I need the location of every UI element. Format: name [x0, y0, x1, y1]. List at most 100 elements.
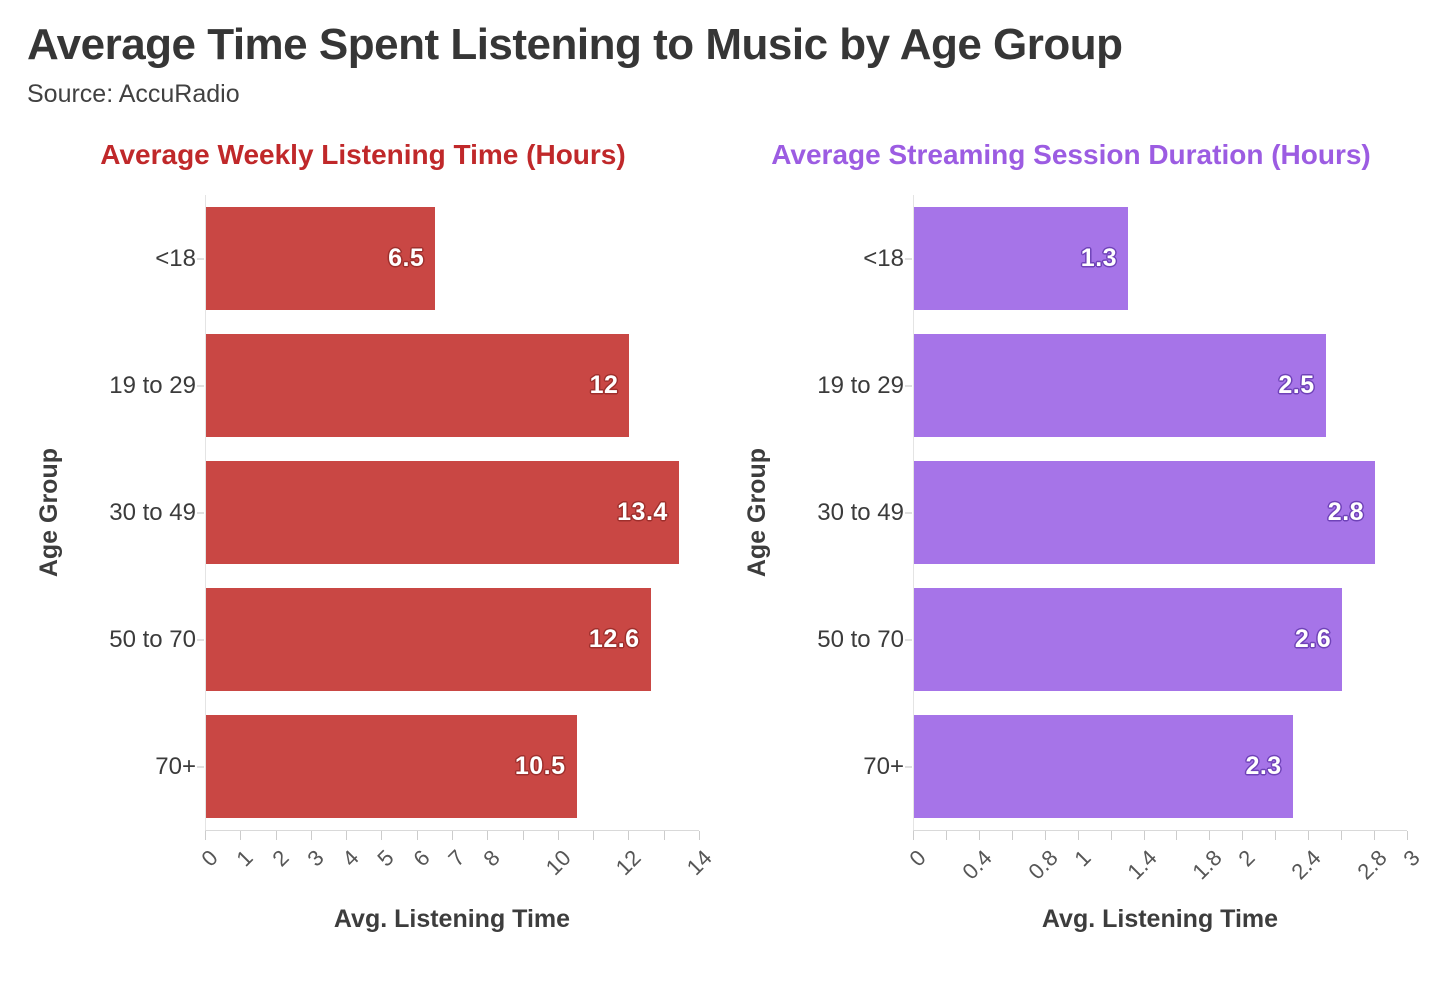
bar: 2.8 — [914, 461, 1376, 564]
x-tick-mark — [628, 831, 630, 840]
x-tick-mark — [275, 831, 277, 840]
category-label: 50 to 70 — [109, 625, 196, 653]
y-axis-label: Age Group — [34, 447, 63, 578]
bar-row: 50 to 70 12.6 — [71, 576, 699, 703]
bar-track: 12.6 — [197, 576, 699, 703]
x-tick-mark — [1209, 831, 1211, 840]
bar-track: 10.5 — [197, 703, 699, 830]
bar-track: 1.3 — [905, 195, 1407, 322]
bar-track: 13.4 — [197, 449, 699, 576]
bar: 2.3 — [914, 715, 1293, 818]
x-tick-mark — [416, 831, 418, 840]
x-tick-mark — [593, 831, 595, 840]
x-tick-mark — [1374, 831, 1376, 840]
category-label: 30 to 49 — [817, 498, 904, 526]
category-label: 70+ — [863, 752, 904, 780]
x-tick-mark — [913, 831, 914, 840]
x-axis: 0 1 2 3 4 5 6 7 8 10 12 14 — [196, 830, 717, 893]
bar-value-label: 2.3 — [1245, 752, 1282, 780]
x-tick-mark — [1275, 831, 1277, 840]
bar: 2.5 — [914, 334, 1326, 437]
page: Average Time Spent Listening to Music by… — [27, 20, 1425, 934]
bar: 2.6 — [914, 588, 1343, 691]
x-tick-mark — [1077, 831, 1079, 840]
category-label: <18 — [863, 244, 904, 272]
plot-area: <18 1.3 19 to 29 2.5 30 to 49 2.8 50 to 70 2.6 7… — [779, 195, 1407, 830]
bar-value-label: 12 — [589, 371, 619, 399]
bar: 6.5 — [206, 207, 436, 310]
category-label: 30 to 49 — [109, 498, 196, 526]
charts-row: Average Weekly Listening Time (Hours) Ag… — [27, 139, 1425, 934]
plot-area: <18 6.5 19 to 29 12 30 to 49 13.4 50 to 70 12.6… — [71, 195, 699, 830]
y-axis-label: Age Group — [742, 447, 771, 578]
x-tick-mark — [1176, 831, 1178, 840]
bar: 12 — [206, 334, 630, 437]
bar-track: 2.6 — [905, 576, 1407, 703]
chart-plot-wrapper: <18 1.3 19 to 29 2.5 30 to 49 2.8 50 to 70 2.6 7… — [779, 195, 1425, 934]
x-tick-mark — [1044, 831, 1046, 840]
x-axis: 0 0.4 0.8 1 1.4 1.8 2 2.4 2.8 3 — [904, 830, 1425, 893]
bar: 12.6 — [206, 588, 651, 691]
x-tick-mark — [1407, 831, 1408, 840]
category-label: 50 to 70 — [817, 625, 904, 653]
x-tick-mark — [381, 831, 383, 840]
x-tick-mark — [978, 831, 980, 840]
x-tick-mark — [945, 831, 947, 840]
x-tick-mark — [1341, 831, 1343, 840]
x-tick-mark — [1242, 831, 1244, 840]
chart-plot-wrapper: <18 6.5 19 to 29 12 30 to 49 13.4 50 to 70 12.6… — [71, 195, 717, 934]
source-text: Source: AccuRadio — [27, 80, 240, 108]
bar-track: 2.3 — [905, 703, 1407, 830]
chart-title: Average Streaming Session Duration (Hour… — [771, 139, 1371, 170]
category-label: 70+ — [155, 752, 196, 780]
x-tick-mark — [1308, 831, 1310, 840]
bar-value-label: 2.8 — [1327, 498, 1365, 526]
bar-row: <18 6.5 — [71, 195, 699, 322]
bar: 13.4 — [206, 461, 679, 564]
x-tick-mark — [346, 831, 348, 840]
chart-body: Age Group <18 1.3 19 to 29 2.5 30 to 49 2.8 50… — [735, 195, 1425, 934]
bar-value-label: 10.5 — [514, 752, 566, 780]
x-tick-mark — [310, 831, 312, 840]
bar: 1.3 — [914, 207, 1129, 310]
category-label: <18 — [155, 244, 196, 272]
chart-streaming-session-duration: Average Streaming Session Duration (Hour… — [735, 139, 1425, 934]
x-tick-mark — [522, 831, 524, 840]
x-tick-mark — [240, 831, 242, 840]
chart-body: Age Group <18 6.5 19 to 29 12 30 to 49 13.4 50… — [27, 195, 717, 934]
bar-track: 2.8 — [905, 449, 1407, 576]
chart-weekly-listening-time: Average Weekly Listening Time (Hours) Ag… — [27, 139, 717, 934]
bar-row: 30 to 49 2.8 — [779, 449, 1407, 576]
bar-value-label: 2.5 — [1278, 371, 1315, 399]
x-tick-mark — [205, 831, 206, 840]
bar-row: 70+ 10.5 — [71, 703, 699, 830]
bar-track: 2.5 — [905, 322, 1407, 449]
bar-row: <18 1.3 — [779, 195, 1407, 322]
bar-row: 30 to 49 13.4 — [71, 449, 699, 576]
bar-value-label: 13.4 — [617, 498, 668, 526]
bar-value-label: 2.6 — [1294, 625, 1332, 653]
category-label: 19 to 29 — [817, 371, 904, 399]
bar: 10.5 — [206, 715, 577, 818]
bar-row: 50 to 70 2.6 — [779, 576, 1407, 703]
x-tick-mark — [452, 831, 453, 840]
bar-value-label: 6.5 — [388, 244, 425, 272]
x-tick-mark — [663, 831, 665, 840]
x-tick-mark — [487, 831, 489, 840]
bar-row: 19 to 29 2.5 — [779, 322, 1407, 449]
bar-value-label: 1.3 — [1080, 244, 1118, 272]
x-axis-title: Avg. Listening Time — [1041, 905, 1279, 933]
category-label: 19 to 29 — [109, 371, 196, 399]
y-axis-label-column: Age Group — [27, 195, 71, 830]
chart-title: Average Weekly Listening Time (Hours) — [100, 139, 626, 170]
x-tick-mark — [557, 831, 559, 840]
x-tick-mark — [1143, 831, 1145, 840]
bar-row: 19 to 29 12 — [71, 322, 699, 449]
x-axis-title: Avg. Listening Time — [333, 905, 571, 933]
bar-value-label: 12.6 — [588, 625, 640, 653]
bar-track: 6.5 — [197, 195, 699, 322]
x-tick-mark — [1011, 831, 1013, 840]
x-tick-mark — [699, 831, 700, 840]
bar-track: 12 — [197, 322, 699, 449]
x-tick-mark — [1110, 831, 1112, 840]
